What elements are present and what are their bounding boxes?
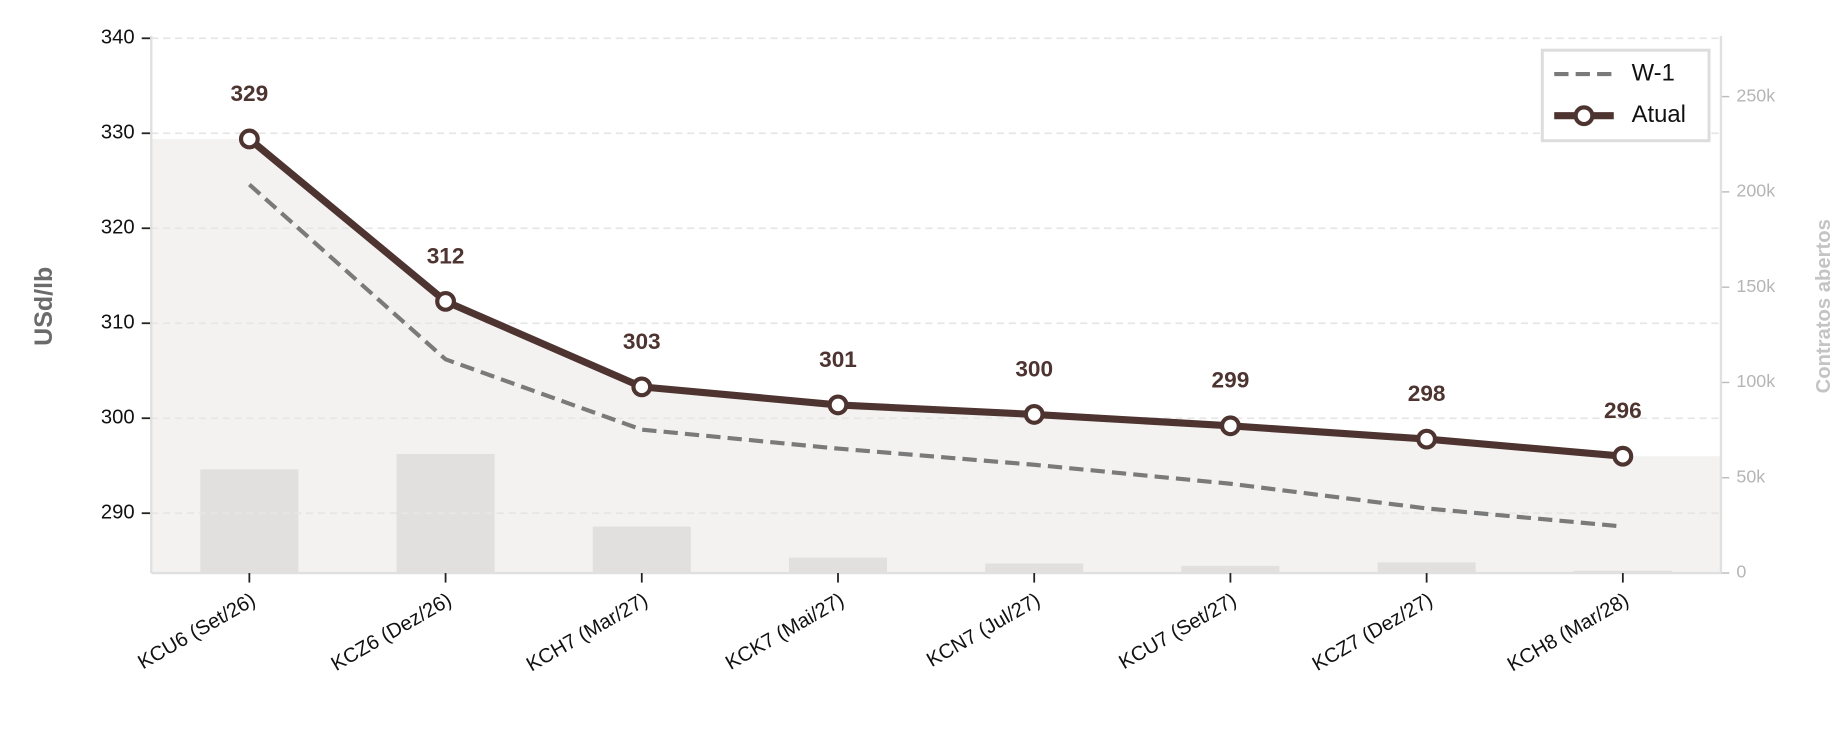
x-tick-label: KCN7 (Jul/27) bbox=[923, 589, 1044, 672]
line bbox=[247, 183, 1624, 529]
x-tick-label: KCZ6 (Dez/26) bbox=[328, 589, 456, 676]
y2-tick-label: 0 bbox=[1736, 562, 1746, 582]
bar bbox=[200, 469, 299, 574]
value-label: 296 bbox=[1604, 398, 1642, 423]
marker bbox=[631, 376, 653, 398]
value-label: 300 bbox=[1015, 356, 1053, 381]
y2-tick-label: 200k bbox=[1736, 181, 1775, 201]
bar bbox=[1377, 562, 1476, 574]
line bbox=[247, 136, 1624, 460]
y2-tick-label: 150k bbox=[1736, 276, 1775, 296]
x-tick-label: KCK7 (Mai/27) bbox=[722, 589, 848, 674]
legend-marker bbox=[1573, 105, 1595, 127]
area-fill bbox=[151, 138, 1721, 574]
x-tick-label: KCU7 (Set/27) bbox=[1115, 589, 1240, 674]
marker bbox=[435, 290, 456, 312]
value-label: 298 bbox=[1408, 381, 1446, 406]
y2-tick-label: 100k bbox=[1736, 371, 1775, 391]
bar bbox=[1181, 565, 1280, 574]
bar bbox=[985, 563, 1084, 574]
y2-axis-label: Contratos abertos bbox=[1813, 219, 1835, 393]
value-label: 299 bbox=[1212, 368, 1250, 393]
x-tick-label: KCH8 (Mar/28) bbox=[1504, 589, 1633, 676]
y-tick-label: 330 bbox=[101, 122, 135, 144]
x-tick-label: KCH7 (Mar/27) bbox=[523, 589, 652, 676]
x-tick-label: KCZ7 (Dez/27) bbox=[1309, 589, 1437, 676]
y-tick-label: 290 bbox=[101, 502, 135, 524]
legend-box bbox=[1540, 48, 1711, 143]
marker bbox=[1416, 428, 1438, 450]
value-label: 301 bbox=[819, 347, 857, 372]
y-tick-label: 310 bbox=[101, 312, 135, 334]
y-axis-label: USd/lb bbox=[30, 267, 58, 346]
bar bbox=[592, 526, 691, 574]
y-tick-label: 300 bbox=[101, 407, 135, 429]
value-label: 329 bbox=[230, 81, 268, 106]
marker bbox=[827, 394, 849, 416]
y2-tick-label: 50k bbox=[1736, 466, 1765, 486]
x-tick-label: KCU6 (Set/26) bbox=[134, 589, 259, 674]
legend-label: W-1 bbox=[1632, 59, 1675, 86]
legend-label: Atual bbox=[1632, 101, 1686, 128]
y-tick-label: 320 bbox=[101, 217, 135, 239]
marker bbox=[1023, 403, 1045, 425]
marker bbox=[1219, 415, 1241, 437]
value-label: 303 bbox=[623, 329, 661, 354]
marker bbox=[1612, 445, 1634, 467]
y-tick-label: 340 bbox=[101, 27, 135, 49]
bar bbox=[788, 557, 888, 574]
legend: W-1 Atual bbox=[1540, 48, 1711, 143]
value-label: 312 bbox=[427, 243, 465, 268]
y2-tick-label: 250k bbox=[1736, 85, 1775, 105]
marker bbox=[238, 128, 260, 150]
